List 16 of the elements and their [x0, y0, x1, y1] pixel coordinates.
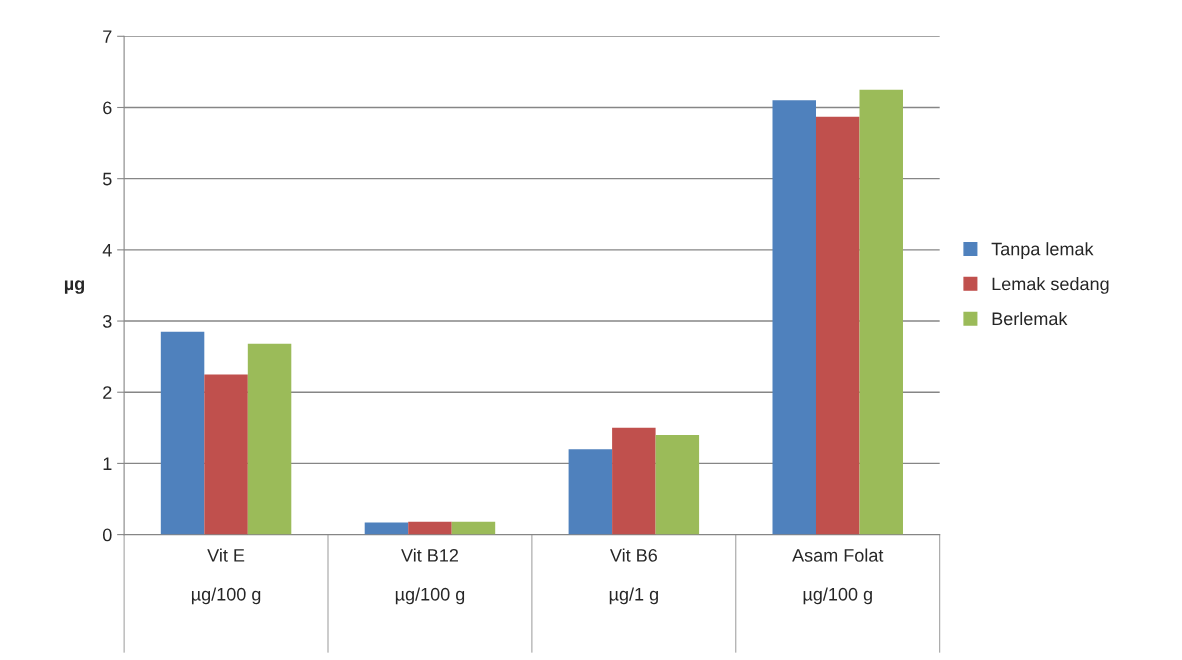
- y-tick-label: 0: [102, 528, 112, 542]
- y-tick-label: 7: [103, 30, 112, 43]
- legend-label: Tanpa lemak: [991, 242, 1094, 259]
- legend-label: Berlemak: [992, 311, 1068, 326]
- legend-label: Lemak sedang: [992, 277, 1109, 294]
- y-tick-label: 3: [102, 314, 112, 328]
- y-tick-label: 4: [102, 243, 112, 257]
- category-label: Vit B6 µg/1 g: [609, 548, 658, 605]
- y-tick-label: 2: [103, 386, 112, 399]
- y-tick-label: 1: [103, 457, 112, 470]
- category-label: Asam Folat µg/100 g: [792, 548, 884, 605]
- y-tick-label: 5: [102, 172, 112, 186]
- y-axis-title: µg: [64, 280, 84, 294]
- y-tick-label: 6: [103, 101, 112, 115]
- category-label: Vit E µg/100 g: [191, 548, 261, 605]
- category-label: Vit B12 µg/100 g: [395, 548, 465, 605]
